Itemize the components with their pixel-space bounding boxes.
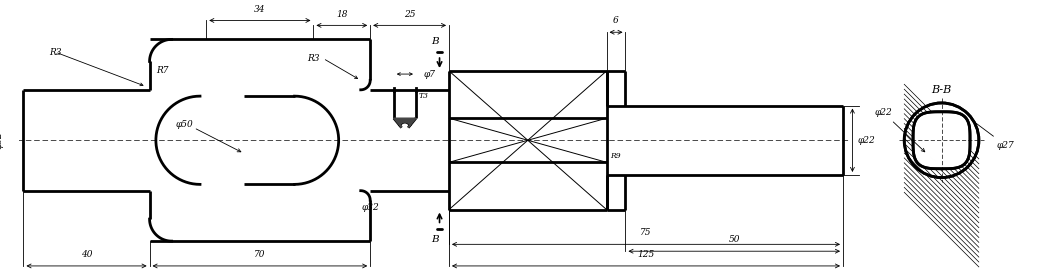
Text: φ22: φ22 bbox=[875, 108, 925, 152]
Text: B: B bbox=[431, 37, 438, 46]
Text: 6: 6 bbox=[613, 16, 619, 25]
Text: T3: T3 bbox=[419, 92, 429, 100]
Text: φ32: φ32 bbox=[0, 131, 4, 149]
Text: 75: 75 bbox=[641, 229, 652, 237]
Polygon shape bbox=[394, 118, 416, 128]
Polygon shape bbox=[913, 112, 970, 169]
Text: 34: 34 bbox=[254, 4, 266, 14]
Text: R7: R7 bbox=[155, 66, 168, 75]
Text: B: B bbox=[431, 235, 438, 244]
Text: φ22: φ22 bbox=[858, 136, 875, 145]
Text: φ7: φ7 bbox=[423, 69, 436, 79]
Text: 50: 50 bbox=[729, 235, 739, 244]
Text: φ32: φ32 bbox=[362, 203, 379, 212]
Text: φ27: φ27 bbox=[976, 123, 1014, 150]
Text: 125: 125 bbox=[637, 250, 654, 259]
Text: R9: R9 bbox=[610, 152, 620, 160]
Text: 70: 70 bbox=[254, 250, 266, 259]
Text: B-B: B-B bbox=[931, 85, 951, 95]
Text: 18: 18 bbox=[336, 9, 348, 18]
Text: 25: 25 bbox=[404, 9, 415, 18]
Text: R3: R3 bbox=[307, 54, 319, 63]
Text: 40: 40 bbox=[81, 250, 93, 259]
Text: R3: R3 bbox=[49, 47, 62, 57]
Text: φ50: φ50 bbox=[176, 120, 194, 129]
